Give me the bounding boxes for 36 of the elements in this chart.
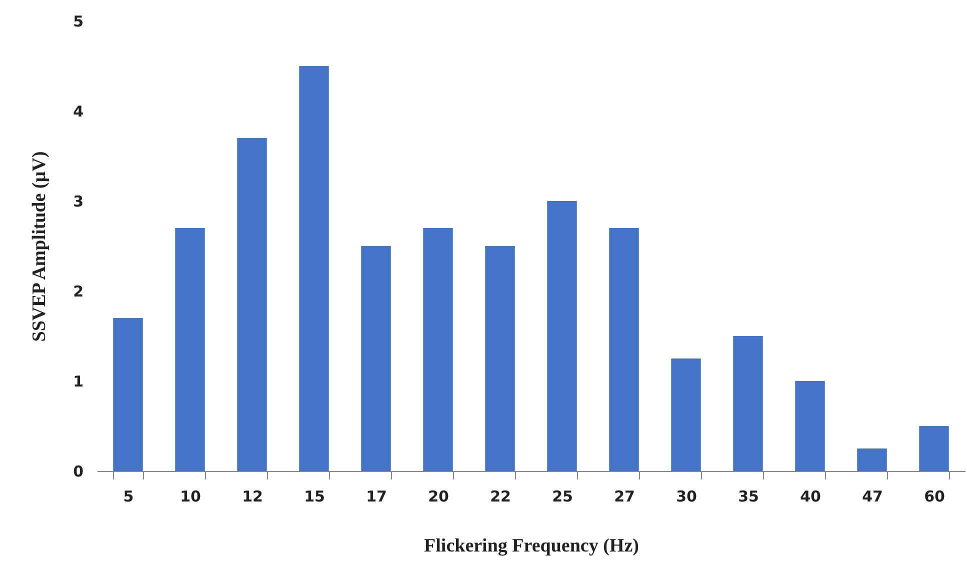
bar: [733, 336, 763, 471]
x-tick-label: 15: [304, 488, 325, 506]
bar: [237, 138, 267, 471]
x-tick-label: 17: [366, 488, 387, 506]
y-axis-title: SSVEP Amplitude (µV): [29, 151, 50, 342]
x-tick-label: 60: [924, 488, 945, 506]
bar: [795, 381, 825, 471]
bar: [609, 228, 639, 471]
x-tick-label: 5: [123, 488, 134, 506]
bar: [485, 246, 515, 471]
bar: [299, 66, 329, 471]
bar: [919, 426, 949, 471]
bar: [547, 201, 577, 471]
bar: [857, 448, 887, 471]
x-axis-title: Flickering Frequency (Hz): [424, 536, 639, 556]
y-tick-label: 5: [73, 12, 84, 30]
y-tick-label: 3: [73, 192, 84, 210]
x-tick-label: 20: [428, 488, 449, 506]
x-tick-label: 12: [242, 488, 263, 506]
x-tick-label: 25: [552, 488, 573, 506]
x-tick-label: 10: [180, 488, 201, 506]
x-tick-label: 27: [614, 488, 635, 506]
y-tick-label: 1: [73, 372, 84, 390]
x-tick-label: 40: [800, 488, 821, 506]
x-tick-label: 35: [738, 488, 759, 506]
bar: [423, 228, 453, 471]
y-tick-label: 4: [73, 102, 84, 120]
x-tick-label: 30: [676, 488, 697, 506]
x-tick-label: 47: [862, 488, 883, 506]
y-tick-label: 0: [73, 462, 84, 480]
bar: [671, 358, 701, 471]
y-tick-label: 2: [73, 282, 84, 300]
bar: [361, 246, 391, 471]
bar: [113, 318, 143, 471]
x-tick-label: 22: [490, 488, 511, 506]
bar: [175, 228, 205, 471]
